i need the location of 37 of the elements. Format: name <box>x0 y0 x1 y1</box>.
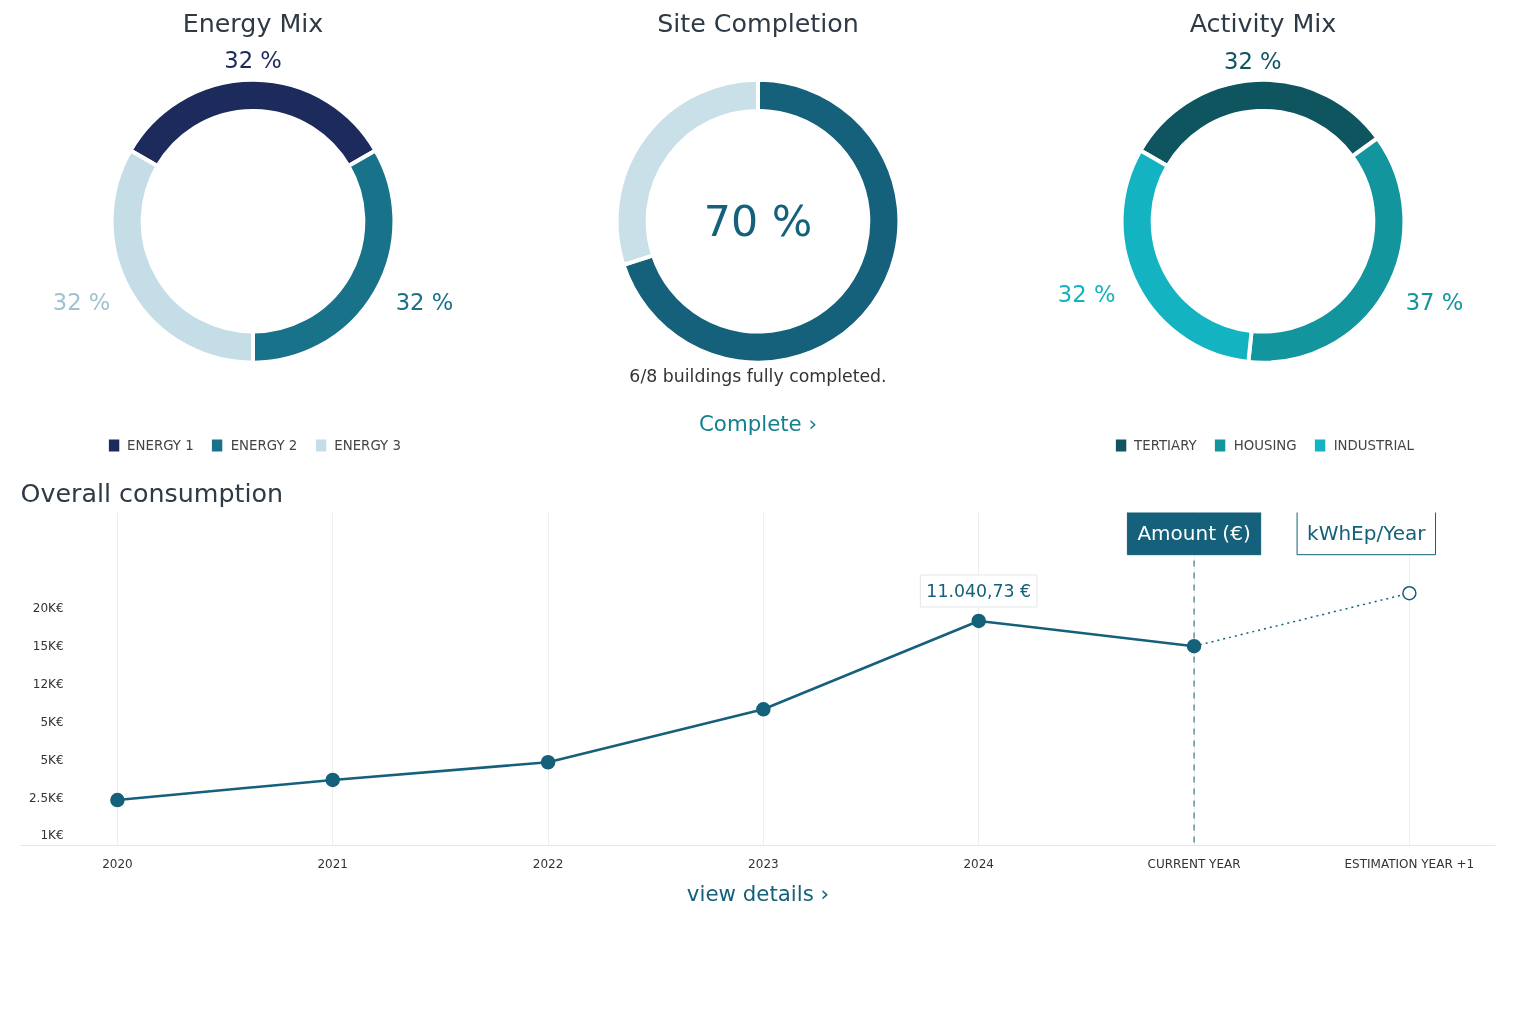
annotation: 11.040,73 € <box>926 580 1032 601</box>
annotation: 5K€ <box>40 714 64 729</box>
text: view details › <box>686 880 830 906</box>
annotation: 5K€ <box>40 752 64 767</box>
data-label: 32 % <box>1223 47 1282 74</box>
text: Amount (€) <box>1137 520 1251 545</box>
legend-label: ENERGY 1 <box>127 437 194 453</box>
chart-title: Activity Mix <box>1189 7 1337 38</box>
data-label: 32 % <box>1057 281 1116 308</box>
data-label: 70 % <box>703 196 813 247</box>
text: 6/8 buildings fully completed. <box>629 366 887 387</box>
x-tick-label: 2022 <box>532 856 564 871</box>
legend-label: TERTIARY <box>1134 437 1197 453</box>
x-tick-label: 2024 <box>963 856 994 871</box>
legend-label: HOUSING <box>1233 437 1297 453</box>
x-tick-label: 2023 <box>748 856 779 871</box>
data-label: 32 % <box>395 288 454 315</box>
x-tick-label: ESTIMATION YEAR +1 <box>1344 856 1475 871</box>
annotation: 15K€ <box>32 639 64 654</box>
text: kWhEp/Year <box>1307 520 1427 545</box>
chart-title: Energy Mix <box>182 7 324 38</box>
legend-label: ENERGY 3 <box>334 437 401 453</box>
data-label: 32 % <box>224 47 282 74</box>
legend-label: INDUSTRIAL <box>1333 437 1414 453</box>
annotation: 2.5K€ <box>28 790 64 805</box>
annotation: 12K€ <box>32 677 64 692</box>
data-label: 37 % <box>1405 288 1464 315</box>
x-tick-label: 2020 <box>102 856 133 871</box>
x-tick-label: 2021 <box>317 856 348 871</box>
x-tick-label: CURRENT YEAR <box>1147 856 1241 871</box>
legend-label: ENERGY 2 <box>230 437 298 453</box>
chart-title: Overall consumption <box>20 477 284 508</box>
chart-title: Site Completion <box>657 7 859 38</box>
annotation: 20K€ <box>32 601 64 616</box>
text: Complete › <box>698 411 818 437</box>
data-label: 32 % <box>52 288 111 315</box>
annotation: 1K€ <box>40 828 64 843</box>
